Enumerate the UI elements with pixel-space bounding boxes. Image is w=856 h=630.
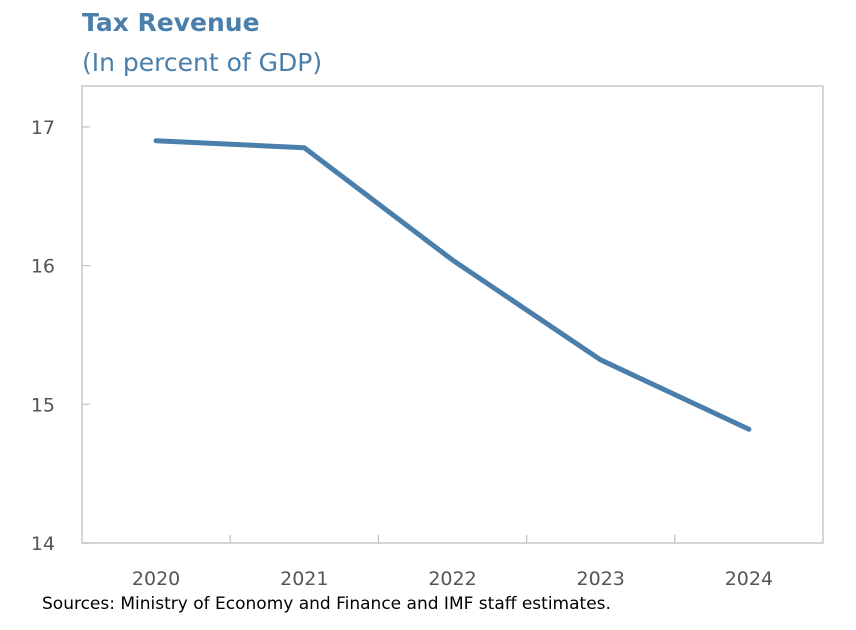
x-axis: 2020 2021 2022 2023 2024 bbox=[132, 535, 773, 590]
source-note: Sources: Ministry of Economy and Finance… bbox=[42, 594, 611, 614]
y-tick-label: 14 bbox=[31, 533, 55, 555]
x-tick-label: 2024 bbox=[725, 568, 773, 590]
x-tick-label: 2022 bbox=[428, 568, 476, 590]
y-tick-label: 17 bbox=[31, 117, 55, 139]
y-tick-label: 15 bbox=[31, 394, 55, 416]
x-tick-label: 2023 bbox=[577, 568, 625, 590]
y-tick-label: 16 bbox=[31, 256, 55, 278]
chart-subtitle: (In percent of GDP) bbox=[82, 48, 323, 77]
series-line-tax-revenue bbox=[153, 138, 752, 432]
chart-title: Tax Revenue bbox=[82, 8, 260, 37]
y-axis: 14 15 16 17 bbox=[31, 117, 90, 555]
plot-frame bbox=[81, 85, 824, 544]
x-tick-label: 2020 bbox=[132, 568, 180, 590]
x-tick-label: 2021 bbox=[280, 568, 328, 590]
series-group bbox=[153, 138, 752, 432]
